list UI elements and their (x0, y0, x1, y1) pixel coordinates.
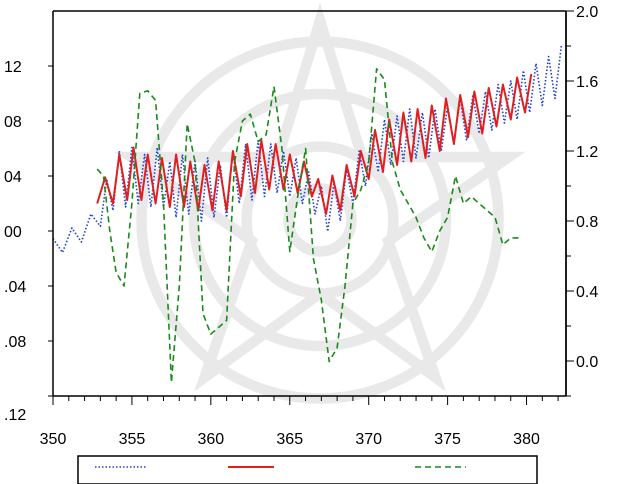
series-line-1 (52, 45, 563, 254)
right-tick-label: 1.6 (576, 74, 598, 91)
x-tick-label: 375 (434, 431, 461, 448)
series-line-3 (96, 68, 519, 384)
x-tick-label: 365 (276, 431, 303, 448)
left-tick-label: 04 (4, 169, 22, 186)
right-tick-label: 0.4 (576, 284, 598, 301)
x-tick-label: 355 (119, 431, 146, 448)
x-tick-label: 370 (355, 431, 382, 448)
left-tick-label: .04 (4, 279, 26, 296)
tick-labels: 350 355 360 365 370 375 380 12 08 04 00 .04 .08 .12 2.… (4, 4, 598, 448)
left-tick-label: .08 (4, 334, 26, 351)
series-line-2 (96, 73, 533, 215)
x-tick-label: 380 (513, 431, 540, 448)
legend-box (77, 455, 538, 484)
right-tick-label: 1.2 (576, 144, 598, 161)
left-tick-label: 08 (4, 114, 22, 131)
right-tick-label: 2.0 (576, 4, 598, 21)
left-tick-label: .12 (4, 407, 26, 424)
right-tick-label: 0.0 (576, 354, 598, 371)
plot-frame (52, 10, 567, 397)
series-layer (52, 45, 563, 384)
axis-ticks (48, 10, 574, 405)
x-tick-label: 350 (40, 431, 67, 448)
x-tick-label: 360 (197, 431, 224, 448)
right-tick-label: 0.8 (576, 214, 598, 231)
left-tick-label: 00 (4, 224, 22, 241)
left-tick-label: 12 (4, 59, 22, 76)
legend (77, 455, 538, 484)
